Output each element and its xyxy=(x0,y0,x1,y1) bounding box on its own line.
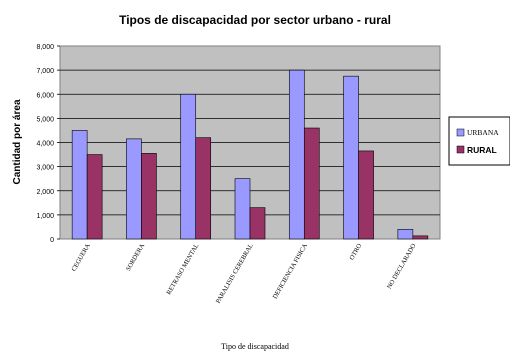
bar-urbana-no-declarado xyxy=(397,229,414,240)
bar-rural-deficiencia-fisica xyxy=(303,127,320,240)
y-tick-label: 8,000 xyxy=(36,44,54,51)
bar-rural-sordera xyxy=(141,153,157,240)
bar-urbana-retraso-mental xyxy=(180,93,197,240)
bar-urbana-sordera xyxy=(126,138,142,240)
bar-rural-otro xyxy=(358,150,374,240)
x-axis-ticks: CEGUERA SORDERA RETRASO MENTAL PARALISIS CE… xyxy=(70,242,417,305)
grid-lines xyxy=(60,69,440,216)
x-tick-label: OTRO xyxy=(348,242,363,261)
x-tick-label: NO DECLARADO xyxy=(386,242,418,290)
bar-urbana-deficiencia-fisica xyxy=(288,69,305,240)
y-axis-label: Cantidad por área xyxy=(12,99,23,184)
y-tick-label: 1,000 xyxy=(36,213,54,220)
legend-swatch-rural xyxy=(456,145,465,154)
legend-label-urbana: URBANA xyxy=(467,128,499,137)
y-tick-label: 6,000 xyxy=(36,92,54,99)
bar-urbana-otro xyxy=(343,75,359,240)
x-axis-label: Tipo de discapacidad xyxy=(221,342,289,351)
legend-label-rural: RURAL xyxy=(467,145,497,155)
legend-swatch-urbana xyxy=(456,128,465,137)
bar-rural-retraso-mental xyxy=(195,137,212,240)
legend-box xyxy=(448,116,510,166)
bar-rural-no-declarado xyxy=(412,235,429,240)
y-tick-label: 7,000 xyxy=(36,68,54,75)
x-tick-label: DEFICIENCIA FISICA xyxy=(272,242,310,300)
bar-rural-paralisis-cerebral xyxy=(249,207,266,240)
x-tick-label: PARALISIS CEREBRAL xyxy=(215,242,255,304)
y-tick-label: 5,000 xyxy=(36,116,54,123)
legend: URBANA RURAL xyxy=(448,116,510,166)
y-tick-label: 2,000 xyxy=(36,189,54,196)
x-tick-label: CEGUERA xyxy=(70,242,92,272)
x-tick-label: SORDERA xyxy=(125,242,146,272)
chart-title: Tipos de discapacidad por sector urbano … xyxy=(119,13,391,27)
x-tick-label: RETRASO MENTAL xyxy=(165,242,200,296)
bar-rural-ceguera xyxy=(86,154,103,240)
y-tick-label: 4,000 xyxy=(36,141,54,148)
bar-urbana-ceguera xyxy=(71,130,88,240)
bar-urbana-paralisis-cerebral xyxy=(234,178,251,240)
bars xyxy=(71,69,429,240)
y-tick-label: 0 xyxy=(50,237,54,244)
y-tick-label: 3,000 xyxy=(36,165,54,172)
y-axis-ticks: 0 1,000 2,000 3,000 4,000 5,000 6,000 7,000 8,00… xyxy=(36,44,60,244)
